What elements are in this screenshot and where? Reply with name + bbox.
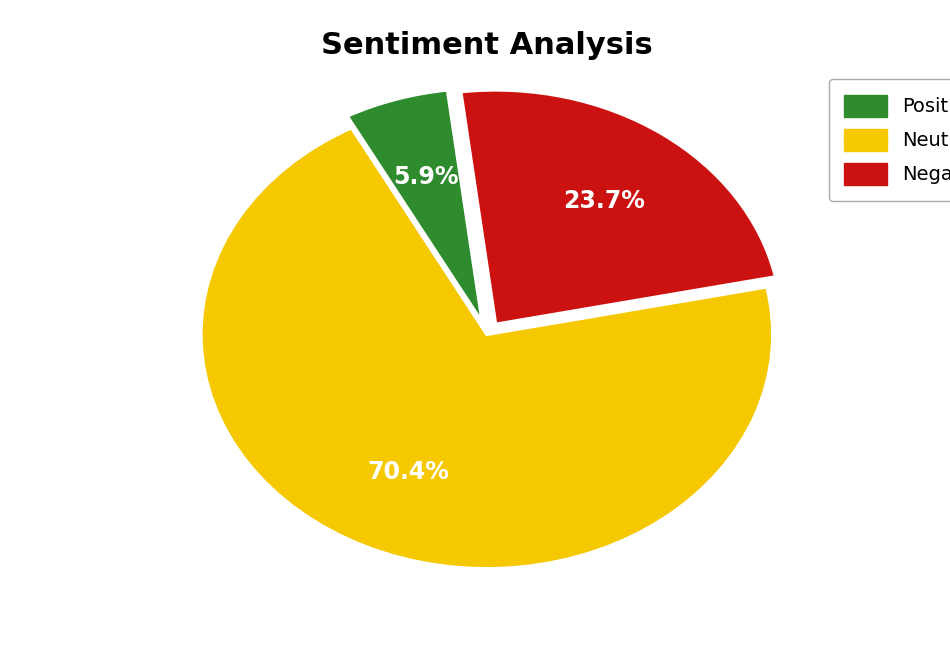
Wedge shape: [347, 90, 483, 322]
Wedge shape: [200, 128, 773, 569]
Text: 70.4%: 70.4%: [368, 460, 449, 485]
Wedge shape: [461, 90, 775, 324]
Text: 5.9%: 5.9%: [393, 166, 459, 189]
Legend: Positive, Neutral, Negative: Positive, Neutral, Negative: [828, 79, 950, 201]
Title: Sentiment Analysis: Sentiment Analysis: [321, 31, 653, 60]
Text: 23.7%: 23.7%: [563, 189, 645, 213]
